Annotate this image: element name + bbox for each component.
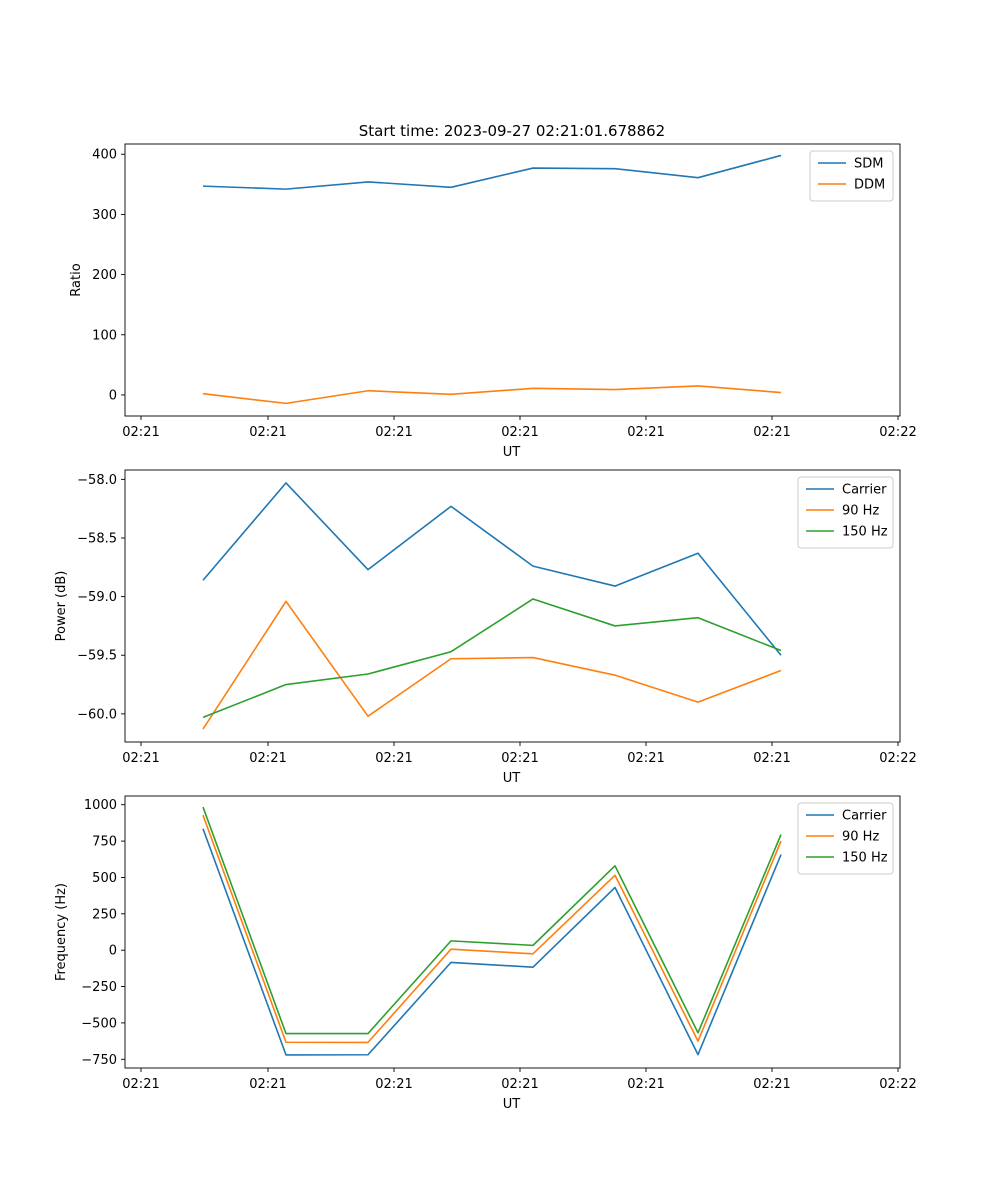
y-axis-label: Frequency (Hz) — [54, 883, 69, 981]
x-tick-label: 02:21 — [375, 425, 412, 440]
x-tick-label: 02:22 — [879, 1077, 916, 1092]
x-tick-label: 02:21 — [375, 751, 412, 766]
y-axis-label: Power (dB) — [54, 571, 69, 642]
y-tick-label: 300 — [92, 208, 117, 223]
legend-label: Carrier — [842, 483, 887, 498]
x-tick-label: 02:21 — [122, 751, 159, 766]
legend-label: 150 Hz — [842, 525, 888, 540]
x-tick-label: 02:21 — [753, 1077, 790, 1092]
legend-label: 90 Hz — [842, 504, 879, 519]
x-axis-label: UT — [503, 445, 521, 460]
legend-label: 90 Hz — [842, 830, 879, 845]
legend-label: DDM — [854, 178, 885, 193]
x-tick-label: 02:22 — [879, 425, 916, 440]
series-line-carrier — [202, 482, 782, 656]
series-line-ddm — [202, 385, 782, 405]
series-line-90-hz — [202, 600, 782, 730]
x-tick-label: 02:21 — [249, 425, 286, 440]
x-tick-label: 02:21 — [249, 1077, 286, 1092]
x-tick-label: 02:21 — [753, 751, 790, 766]
y-tick-label: −59.0 — [77, 590, 117, 605]
series-line-150-hz — [202, 598, 782, 719]
series-line-150-hz — [202, 806, 782, 1035]
series-line-90-hz — [202, 814, 782, 1044]
x-tick-label: 02:21 — [753, 425, 790, 440]
y-tick-label: 750 — [92, 835, 117, 850]
figure-title: Start time: 2023-09-27 02:21:01.678862 — [359, 122, 665, 140]
x-tick-label: 02:21 — [627, 751, 664, 766]
axes-frame — [124, 143, 901, 417]
y-tick-label: −60.0 — [77, 707, 117, 722]
x-tick-label: 02:22 — [879, 751, 916, 766]
y-tick-label: −58.0 — [77, 473, 117, 488]
axes-frame — [124, 469, 901, 743]
y-tick-label: −250 — [81, 980, 117, 995]
panel-3: 02:21 02:21 02:21 02:21 02:21 02:21 02:22 1000 7… — [54, 795, 917, 1112]
y-tick-label: 0 — [109, 388, 117, 403]
y-tick-label: −59.5 — [77, 649, 117, 664]
legend-label: SDM — [854, 157, 883, 172]
series-line-sdm — [202, 154, 782, 190]
x-tick-label: 02:21 — [501, 425, 538, 440]
y-tick-label: 1000 — [84, 798, 117, 813]
series-line-carrier — [202, 828, 782, 1056]
legend-label: 150 Hz — [842, 851, 888, 866]
y-tick-label: 400 — [92, 148, 117, 163]
x-tick-label: 02:21 — [627, 1077, 664, 1092]
y-tick-label: −58.5 — [77, 532, 117, 547]
axes-frame — [124, 795, 901, 1069]
panel-2: 02:21 02:21 02:21 02:21 02:21 02:21 02:22 −58.0… — [54, 469, 917, 786]
x-tick-label: 02:21 — [122, 1077, 159, 1092]
x-axis-label: UT — [503, 1097, 521, 1112]
y-tick-label: −750 — [81, 1053, 117, 1068]
x-axis-label: UT — [503, 771, 521, 786]
panel-1: 02:21 02:21 02:21 02:21 02:21 02:21 02:22 0 100 2… — [69, 143, 917, 460]
x-tick-label: 02:21 — [122, 425, 159, 440]
y-tick-label: 200 — [92, 268, 117, 283]
y-tick-label: 500 — [92, 871, 117, 886]
x-tick-label: 02:21 — [501, 1077, 538, 1092]
x-tick-label: 02:21 — [627, 425, 664, 440]
x-tick-label: 02:21 — [249, 751, 286, 766]
y-tick-label: 250 — [92, 907, 117, 922]
x-tick-label: 02:21 — [501, 751, 538, 766]
y-tick-label: 100 — [92, 328, 117, 343]
y-tick-label: 0 — [109, 944, 117, 959]
legend-label: Carrier — [842, 809, 887, 824]
y-tick-label: −500 — [81, 1016, 117, 1031]
x-tick-label: 02:21 — [375, 1077, 412, 1092]
y-axis-label: Ratio — [69, 263, 84, 296]
